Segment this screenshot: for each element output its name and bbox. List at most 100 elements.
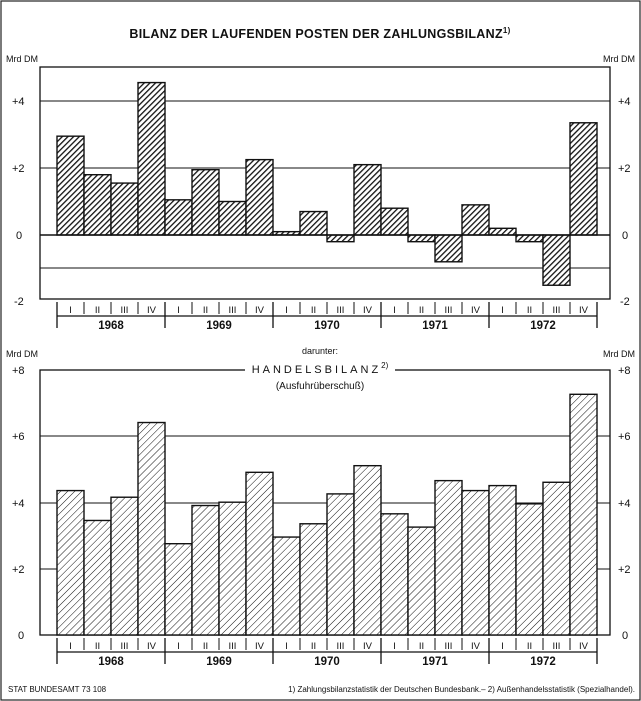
bar	[461, 489, 490, 636]
chart2-ytick-left: +4	[12, 498, 25, 510]
quarter-label: IV	[471, 305, 481, 316]
chart2-x-axis: I II III IV I II III IV I II III IV I II III IV I II III IV…	[56, 638, 598, 668]
chart1-ytick-left: +2	[12, 163, 25, 175]
quarter-label: III	[445, 305, 453, 316]
quarter-label: II	[203, 305, 208, 316]
quarter-label: IV	[363, 305, 373, 316]
quarter-label: III	[337, 305, 345, 316]
chart1-x-axis: I II III IV I II III IV I II III IV I II III IV I II III IV…	[56, 302, 598, 332]
chart1-plot-frame	[39, 66, 611, 300]
bar	[326, 493, 355, 636]
bar	[434, 479, 463, 636]
quarter-label: II	[419, 305, 424, 316]
chart2-title-backdrop	[245, 362, 395, 376]
quarter-label: IV	[255, 641, 265, 652]
chart2-plot	[39, 369, 611, 636]
quarter-label: II	[527, 305, 532, 316]
chart2-ytick-right: +6	[618, 431, 631, 443]
chart2-ytick-right: +2	[618, 564, 631, 576]
quarter-label: IV	[363, 641, 373, 652]
bar	[218, 501, 247, 636]
year-label: 1969	[206, 320, 232, 332]
quarter-label: IV	[579, 305, 589, 316]
quarter-label: II	[95, 641, 100, 652]
bar	[164, 543, 193, 636]
chart1-bars	[56, 81, 598, 286]
chart2-bars	[56, 393, 598, 636]
chart2-ytick-left: 0	[18, 630, 24, 642]
quarter-label: I	[501, 641, 504, 652]
year-label: 1970	[314, 656, 340, 668]
chart1-unit-left: Mrd DM	[6, 54, 38, 64]
quarter-label: III	[445, 641, 453, 652]
bar	[83, 173, 112, 236]
quarter-label: III	[337, 641, 345, 652]
chart1-unit-right: Mrd DM	[603, 54, 635, 64]
chart2-ytick-right: 0	[622, 630, 628, 642]
quarter-label: II	[95, 305, 100, 316]
quarter-label: IV	[579, 641, 589, 652]
quarter-label: II	[527, 641, 532, 652]
quarter-label: II	[419, 641, 424, 652]
chart1-ytick-left: +4	[12, 96, 25, 108]
chart2-ytick-left: +6	[12, 431, 25, 443]
footer-source: STAT BUNDESAMT 73 108	[8, 685, 107, 694]
chart2-unit-right: Mrd DM	[603, 349, 635, 359]
bar	[434, 234, 463, 263]
quarter-label: IV	[471, 641, 481, 652]
year-label: 1968	[98, 656, 124, 668]
bar	[191, 504, 220, 636]
chart2-ytick-right: +4	[618, 498, 631, 510]
chart2-prefix: darunter:	[302, 346, 338, 356]
quarter-label: I	[177, 641, 180, 652]
chart2-subtitle-backdrop	[268, 379, 372, 392]
bar	[326, 234, 355, 243]
quarter-label: III	[121, 641, 129, 652]
chart1-title: BILANZ DER LAUFENDEN POSTEN DER ZAHLUNGS…	[129, 26, 510, 41]
chart1-ytick-right: 0	[622, 230, 628, 242]
quarter-label: I	[69, 641, 72, 652]
bar	[407, 526, 436, 636]
bar	[191, 168, 220, 236]
bar	[110, 496, 139, 636]
bar	[83, 519, 112, 636]
quarter-label: I	[285, 305, 288, 316]
quarter-label: III	[229, 641, 237, 652]
quarter-label: III	[553, 305, 561, 316]
chart2-unit-left: Mrd DM	[6, 349, 38, 359]
year-label: 1971	[422, 320, 448, 332]
chart1-plot	[39, 66, 611, 300]
bar	[164, 199, 193, 236]
bar	[380, 513, 409, 636]
bar	[137, 81, 166, 236]
quarter-label: I	[177, 305, 180, 316]
quarter-label: I	[69, 305, 72, 316]
bar	[461, 204, 490, 236]
bar	[218, 200, 247, 236]
quarter-label: III	[229, 305, 237, 316]
chart2-ytick-left: +8	[12, 365, 25, 377]
bar	[515, 234, 544, 243]
year-label: 1972	[530, 656, 556, 668]
bar	[569, 393, 598, 636]
chart1-ytick-right: -2	[620, 296, 630, 308]
bar	[515, 503, 544, 636]
bar	[137, 421, 166, 636]
year-label: 1969	[206, 656, 232, 668]
bar	[56, 135, 85, 236]
footer-notes: 1) Zahlungsbilanzstatistik der Deutschen…	[288, 685, 635, 694]
bar	[245, 471, 274, 636]
quarter-label: III	[553, 641, 561, 652]
bar	[299, 523, 328, 636]
bar	[542, 234, 571, 286]
quarter-label: II	[311, 641, 316, 652]
chart1-ytick-left: -2	[14, 296, 24, 308]
bar	[407, 234, 436, 243]
quarter-label: I	[393, 641, 396, 652]
chart2-ytick-left: +2	[12, 564, 25, 576]
quarter-label: II	[203, 641, 208, 652]
quarter-label: IV	[147, 305, 157, 316]
chart2-ytick-right: +8	[618, 365, 631, 377]
bar	[542, 481, 571, 636]
